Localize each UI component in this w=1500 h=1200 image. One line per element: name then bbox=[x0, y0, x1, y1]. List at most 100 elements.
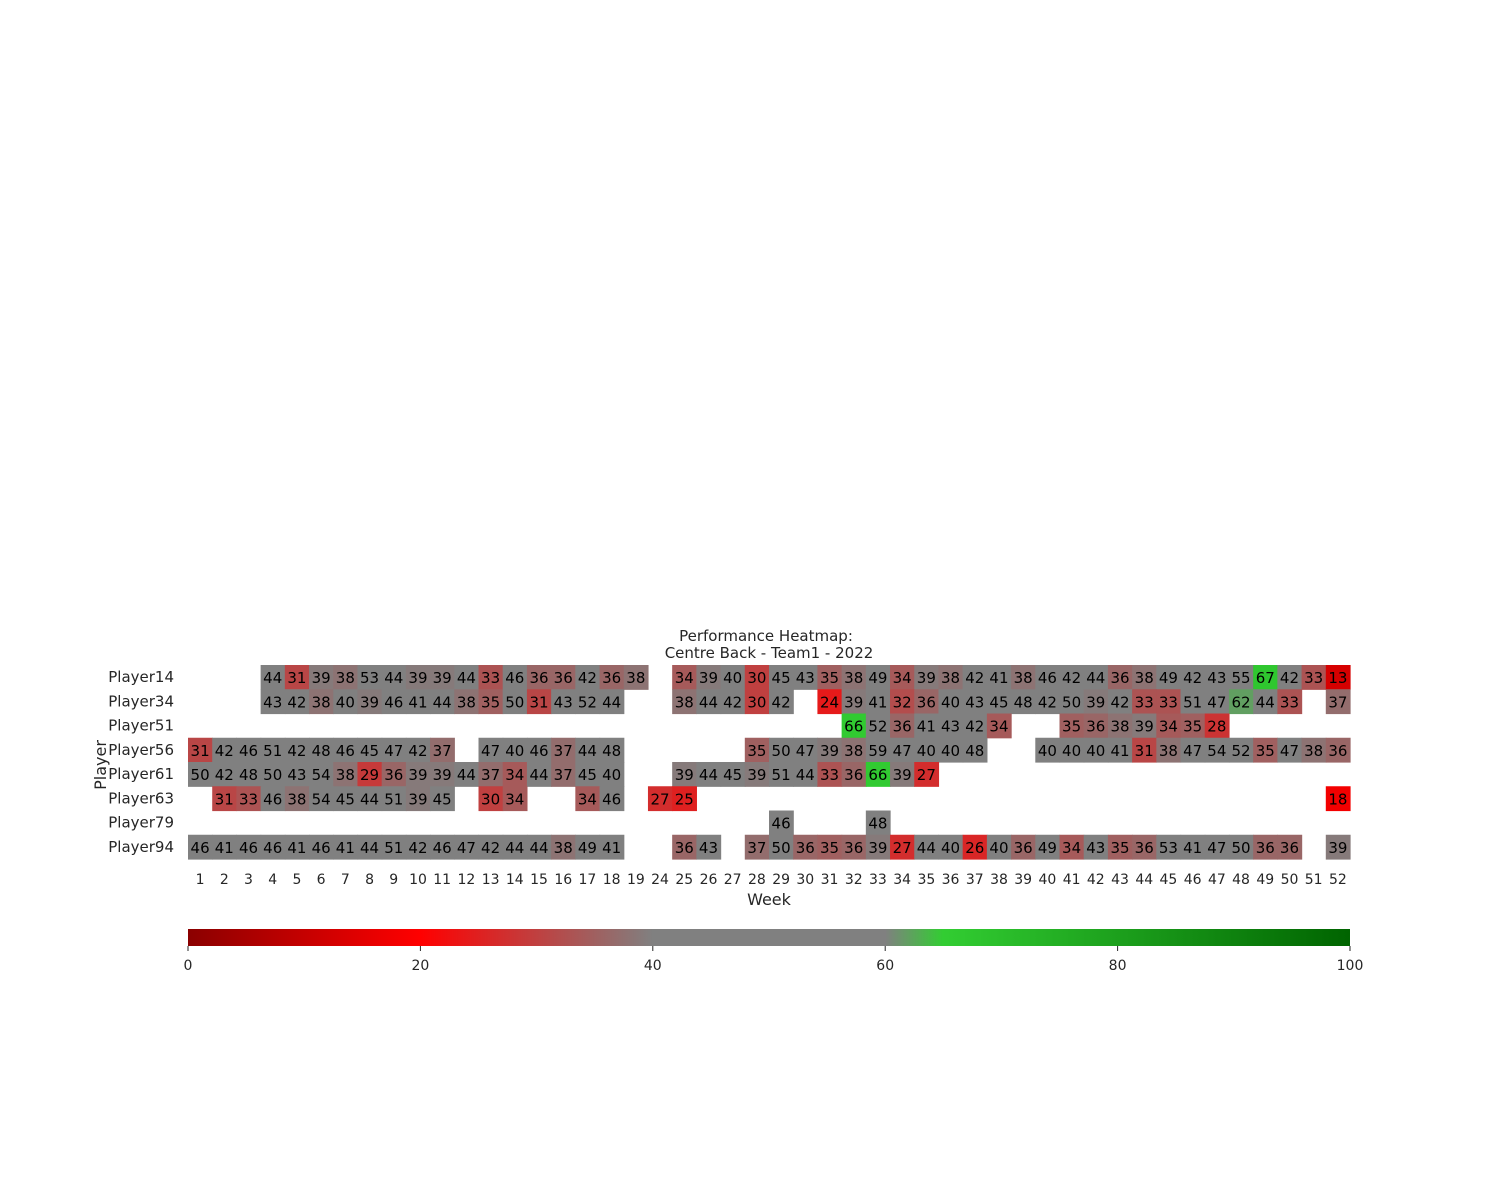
heatmap-cell bbox=[1204, 713, 1230, 739]
x-tick-label: 47 bbox=[1208, 872, 1226, 888]
heatmap-cell bbox=[1035, 689, 1061, 715]
heatmap-cell bbox=[333, 665, 359, 690]
cell-value-label: 43 bbox=[796, 669, 815, 687]
heatmap-cell bbox=[672, 786, 697, 812]
heatmap-cell bbox=[1083, 834, 1109, 860]
cell-value-label: 36 bbox=[1135, 839, 1154, 857]
heatmap-cell bbox=[405, 834, 431, 860]
cell-value-label: 39 bbox=[360, 693, 379, 711]
cell-value-label: 45 bbox=[989, 693, 1008, 711]
cell-value-label: 42 bbox=[1038, 693, 1057, 711]
colorbar-ticks: 0 20 40 60 80 100 bbox=[184, 946, 1363, 974]
cell-value-label: 13 bbox=[1328, 669, 1347, 687]
heatmap-cell bbox=[260, 737, 286, 763]
cell-value-label: 51 bbox=[772, 766, 791, 784]
heatmap-cell bbox=[405, 786, 431, 812]
heatmap-cell bbox=[865, 713, 891, 739]
heatmap-cell bbox=[793, 737, 819, 763]
cell-value-label: 24 bbox=[820, 693, 839, 711]
cell-value-label: 40 bbox=[1086, 742, 1105, 760]
cell-value-label: 39 bbox=[699, 669, 718, 687]
cell-value-label: 44 bbox=[384, 669, 403, 687]
heatmap-cell bbox=[1035, 737, 1061, 763]
x-tick-label: 39 bbox=[1014, 872, 1032, 888]
heatmap-cell bbox=[599, 665, 625, 690]
chart-title-line-2: Centre Back - Team1 - 2022 bbox=[665, 644, 874, 662]
heatmap-cell bbox=[284, 834, 310, 860]
cell-value-label: 40 bbox=[336, 693, 355, 711]
cell-value-label: 43 bbox=[1207, 669, 1226, 687]
heatmap-cell bbox=[478, 737, 504, 763]
heatmap-cell bbox=[212, 762, 238, 787]
cell-value-label: 30 bbox=[747, 693, 766, 711]
cell-value-label: 46 bbox=[529, 742, 548, 760]
cell-value-label: 42 bbox=[215, 766, 234, 784]
heatmap-cell bbox=[1059, 834, 1085, 860]
heatmap-cell bbox=[1083, 737, 1109, 763]
cell-value-label: 39 bbox=[747, 766, 766, 784]
x-tick-label: 48 bbox=[1232, 872, 1250, 888]
cell-value-label: 42 bbox=[1183, 669, 1202, 687]
heatmap-cell bbox=[890, 762, 915, 787]
cell-value-label: 44 bbox=[457, 766, 476, 784]
heatmap-cell bbox=[381, 834, 407, 860]
heatmap-cell bbox=[502, 762, 528, 787]
cell-value-label: 42 bbox=[772, 693, 791, 711]
heatmap-cell bbox=[551, 834, 576, 860]
cell-value-label: 28 bbox=[1207, 718, 1226, 736]
cell-value-label: 42 bbox=[965, 718, 984, 736]
cell-value-label: 40 bbox=[1038, 742, 1057, 760]
cell-value-label: 51 bbox=[384, 839, 403, 857]
heatmap-cell bbox=[502, 786, 528, 812]
heatmap-cell bbox=[672, 689, 697, 715]
cell-value-label: 36 bbox=[1086, 718, 1105, 736]
y-tick-label: Player51 bbox=[108, 717, 174, 735]
x-tick-label: 19 bbox=[627, 872, 645, 888]
cell-value-label: 39 bbox=[820, 742, 839, 760]
cell-value-label: 45 bbox=[336, 790, 355, 808]
heatmap-cell bbox=[478, 834, 504, 860]
cell-value-label: 44 bbox=[457, 669, 476, 687]
heatmap-cell bbox=[793, 762, 819, 787]
heatmap-cell bbox=[599, 762, 625, 787]
cell-value-label: 47 bbox=[796, 742, 815, 760]
cell-value-label: 38 bbox=[1304, 742, 1323, 760]
cell-value-label: 34 bbox=[989, 718, 1008, 736]
cell-value-label: 49 bbox=[868, 669, 887, 687]
colorbar-tick-label: 40 bbox=[644, 958, 662, 974]
cell-value-label: 49 bbox=[578, 839, 597, 857]
cell-value-label: 45 bbox=[723, 766, 742, 784]
cell-value-label: 37 bbox=[554, 742, 573, 760]
heatmap-cell bbox=[744, 834, 770, 860]
cell-value-label: 45 bbox=[772, 669, 791, 687]
cell-value-label: 49 bbox=[1159, 669, 1178, 687]
heatmap-cell bbox=[672, 834, 697, 860]
cell-value-label: 47 bbox=[893, 742, 912, 760]
cell-value-label: 38 bbox=[675, 693, 694, 711]
x-tick-label: 2 bbox=[220, 872, 229, 888]
cell-value-label: 42 bbox=[481, 839, 500, 857]
cell-value-label: 35 bbox=[1062, 718, 1081, 736]
heatmap-cell bbox=[381, 737, 407, 763]
heatmap-cell bbox=[1228, 689, 1254, 715]
x-tick-label: 26 bbox=[700, 872, 718, 888]
y-tick-label: Player61 bbox=[108, 765, 174, 783]
cell-value-label: 33 bbox=[1159, 693, 1178, 711]
heatmap-cell bbox=[381, 689, 407, 715]
heatmap-cell bbox=[938, 834, 964, 860]
heatmap-cell bbox=[309, 665, 334, 690]
cell-value-label: 31 bbox=[287, 669, 306, 687]
cell-value-label: 42 bbox=[1280, 669, 1299, 687]
cell-value-label: 51 bbox=[1183, 693, 1202, 711]
cell-value-label: 44 bbox=[1086, 669, 1105, 687]
cell-value-label: 42 bbox=[287, 742, 306, 760]
heatmap-cell bbox=[551, 689, 576, 715]
cell-value-label: 50 bbox=[772, 839, 791, 857]
cell-value-label: 36 bbox=[844, 766, 863, 784]
cell-value-label: 40 bbox=[505, 742, 524, 760]
cell-value-label: 39 bbox=[868, 839, 887, 857]
x-tick-label: 10 bbox=[409, 872, 427, 888]
heatmap-cell bbox=[526, 737, 552, 763]
cell-value-label: 67 bbox=[1256, 669, 1275, 687]
cell-value-label: 35 bbox=[820, 669, 839, 687]
